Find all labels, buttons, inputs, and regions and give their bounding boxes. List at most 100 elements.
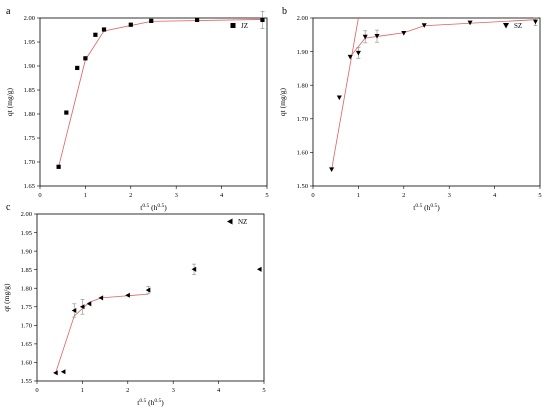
x-tick-label: 2 — [402, 192, 405, 199]
x-tick-label: 1 — [357, 192, 360, 199]
data-point — [401, 31, 407, 36]
y-tick-label: 1.95 — [24, 39, 35, 46]
data-point — [355, 50, 361, 56]
x-tick-label: 5 — [262, 387, 265, 394]
y-tick-label: 1.90 — [21, 248, 32, 255]
x-tick-label: 5 — [538, 192, 541, 199]
plot-frame — [39, 17, 268, 187]
y-tick-label: 1.65 — [24, 183, 35, 190]
y-tick-label: 1.65 — [21, 341, 32, 348]
legend-marker — [503, 23, 509, 29]
y-tick-label: 1.85 — [21, 267, 32, 274]
x-tick-label: 5 — [265, 192, 268, 199]
y-axis-title: qt (mg/g) — [2, 283, 11, 312]
plot-frame — [312, 17, 541, 187]
legend-label: JZ — [241, 22, 248, 30]
y-tick-label: 1.70 — [24, 159, 35, 166]
data-point — [128, 22, 133, 27]
chart-panel-c: 0 1 2 3 4 5 1.55 1.60 1.65 1.70 1.75 1.80 1.85 1.90 1.… — [2, 202, 266, 407]
fit-line — [85, 30, 105, 60]
data-point — [125, 292, 130, 298]
data-point — [75, 65, 80, 71]
x-tick-label: 2 — [129, 192, 132, 199]
x-tick-label: 2 — [126, 387, 129, 394]
data-point — [71, 307, 77, 314]
x-tick-label: 1 — [84, 192, 87, 199]
plot-frame — [36, 213, 265, 382]
data-point — [79, 304, 85, 310]
fit-line — [89, 293, 149, 303]
x-axis-title: t0.5 (h0.5) — [413, 203, 440, 212]
panel-label: c — [6, 202, 11, 213]
y-tick-label: 1.75 — [24, 135, 35, 142]
y-tick-label: 1.80 — [297, 82, 308, 89]
data-point — [191, 266, 197, 272]
data-point — [56, 164, 61, 169]
y-tick-label: 1.60 — [21, 360, 32, 367]
fit-line — [331, 18, 359, 170]
y-tick-label: 1.75 — [21, 304, 32, 311]
data-point — [374, 34, 380, 39]
data-point — [336, 95, 342, 101]
data-point — [347, 54, 353, 60]
y-tick-label: 1.60 — [297, 150, 308, 157]
x-tick-label: 3 — [172, 387, 175, 394]
y-tick-label: 1.90 — [297, 49, 308, 56]
data-point — [467, 20, 473, 26]
y-tick-label: 1.50 — [297, 183, 308, 190]
y-tick-label: 1.85 — [24, 87, 35, 94]
y-tick-label: 2.00 — [297, 15, 308, 22]
panel-label: b — [282, 6, 287, 17]
x-tick-label: 0 — [38, 192, 41, 199]
data-point — [98, 295, 104, 301]
data-point — [260, 17, 265, 23]
legend-label: NZ — [238, 218, 247, 226]
data-point — [149, 18, 154, 23]
y-axis-title: qt (mg/g) — [5, 87, 14, 116]
x-tick-label: 0 — [311, 192, 314, 199]
data-point — [256, 266, 262, 272]
data-point — [421, 23, 427, 28]
data-point — [101, 27, 107, 32]
y-tick-label: 1.55 — [21, 378, 32, 385]
data-point — [83, 56, 88, 61]
fit-line — [103, 19, 263, 32]
legend-marker — [227, 218, 233, 225]
data-point — [145, 287, 151, 293]
chart-panel-a: 0 1 2 3 4 5 1.65 1.70 1.75 1.80 1.85 1.90 1.95 2.00 t0… — [5, 6, 269, 212]
y-tick-label: 1.80 — [21, 285, 32, 292]
x-tick-label: 3 — [175, 192, 178, 199]
x-tick-label: 4 — [217, 387, 221, 394]
data-point — [362, 34, 368, 40]
data-point — [60, 369, 66, 375]
x-tick-label: 4 — [220, 192, 224, 199]
fit-line — [58, 59, 86, 167]
data-point — [194, 17, 200, 23]
chart-panel-b: 0 1 2 3 4 5 1.50 1.60 1.70 1.80 1.90 2.00 t0.5 (h0.5… — [278, 6, 542, 212]
y-tick-label: 2.00 — [21, 211, 32, 218]
x-tick-label: 4 — [493, 192, 497, 199]
y-tick-label: 2.00 — [24, 15, 35, 22]
fit-line — [55, 302, 90, 373]
x-tick-label: 1 — [81, 387, 84, 394]
legend-label: SZ — [514, 22, 522, 30]
data-point — [93, 32, 98, 37]
legend-marker — [230, 23, 236, 28]
panel-label: a — [6, 6, 11, 17]
x-tick-label: 3 — [448, 192, 451, 199]
y-tick-label: 1.90 — [24, 63, 35, 70]
x-axis-title: t0.5 (h0.5) — [137, 398, 164, 407]
data-point — [329, 167, 335, 173]
data-point — [532, 19, 538, 25]
y-tick-label: 1.70 — [297, 116, 308, 123]
y-tick-label: 1.70 — [21, 323, 32, 330]
x-axis-title: t0.5 (h0.5) — [140, 203, 167, 212]
y-tick-label: 1.80 — [24, 111, 35, 118]
y-tick-label: 1.95 — [21, 230, 32, 237]
x-tick-label: 0 — [35, 387, 38, 394]
data-point — [86, 301, 92, 307]
data-point — [64, 110, 69, 115]
data-point — [53, 370, 58, 376]
y-axis-title: qt (mg/g) — [278, 87, 287, 116]
